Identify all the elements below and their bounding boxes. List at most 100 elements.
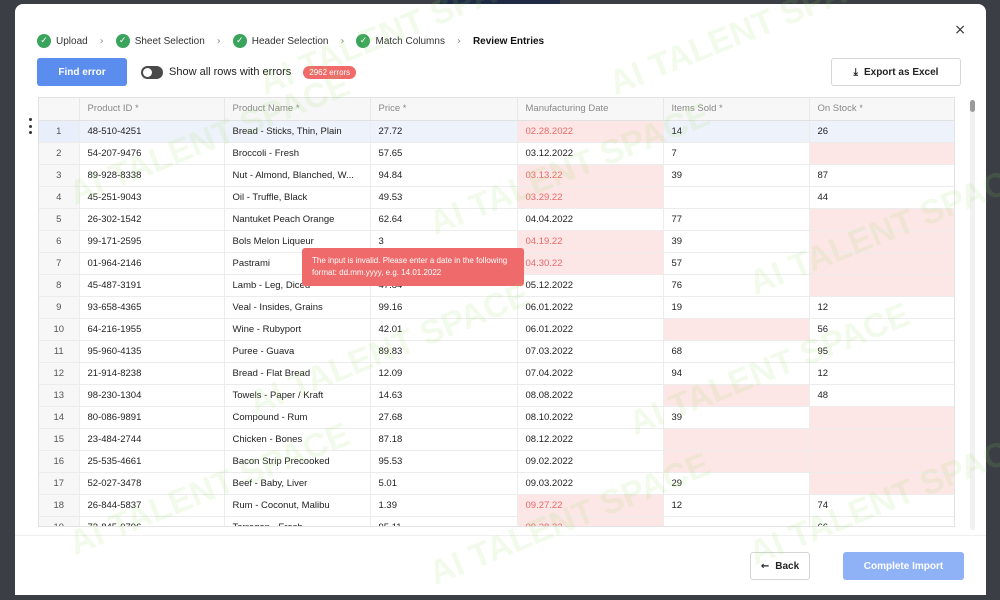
product-name-cell[interactable]: Oil - Truffle, Black [224,186,371,209]
vertical-scrollbar[interactable] [970,100,975,530]
product-id-cell[interactable]: 80-086-9891 [79,406,225,429]
on-stock-cell[interactable]: 26 [809,120,954,143]
items-sold-cell[interactable]: 76 [663,274,810,297]
product-id-cell[interactable]: 26-302-1542 [79,208,225,231]
price-cell[interactable]: 14.63 [370,384,518,407]
product-id-cell[interactable]: 25-535-4661 [79,450,225,473]
step-header-selection[interactable]: ✓ Header Selection [232,34,328,48]
on-stock-cell[interactable] [809,252,954,275]
items-sold-cell[interactable]: 39 [663,230,810,253]
on-stock-cell[interactable]: 12 [809,362,954,385]
on-stock-cell[interactable] [809,208,954,231]
product-id-cell[interactable]: 64-216-1955 [79,318,225,341]
price-cell[interactable]: 89.83 [370,340,518,363]
product-name-cell[interactable]: Wine - Rubyport [224,318,371,341]
items-sold-cell[interactable]: 7 [663,142,810,165]
table-row[interactable]: 16 25-535-4661 Bacon Strip Precooked 95.53 0… [39,450,954,473]
price-cell[interactable]: 1.39 [370,494,518,517]
price-cell[interactable]: 95.11 [370,516,518,526]
complete-import-button[interactable]: Complete Import [843,552,964,580]
manufacturing-date-cell[interactable]: 05.12.2022 [517,274,664,297]
product-id-cell[interactable]: 45-251-9043 [79,186,225,209]
items-sold-cell[interactable]: 12 [663,494,810,517]
table-row[interactable]: 19 73-845-0796 Tarragon - Fresh 95.11 09.28.… [39,516,954,526]
column-header-product-name[interactable]: Product Name * [224,98,371,121]
column-header-items-sold[interactable]: Items Sold * [663,98,810,121]
items-sold-cell[interactable] [663,428,810,451]
scrollbar-thumb[interactable] [970,100,975,112]
table-row[interactable]: 6 99-171-2595 Bols Melon Liqueur 3 04.19.22 3… [39,230,954,253]
price-cell[interactable]: 5.01 [370,472,518,495]
items-sold-cell[interactable] [663,516,810,526]
on-stock-cell[interactable] [809,428,954,451]
on-stock-cell[interactable] [809,274,954,297]
product-id-cell[interactable]: 98-230-1304 [79,384,225,407]
product-id-cell[interactable]: 52-027-3478 [79,472,225,495]
product-name-cell[interactable]: Bread - Flat Bread [224,362,371,385]
manufacturing-date-cell[interactable]: 07.03.2022 [517,340,664,363]
price-cell[interactable]: 42.01 [370,318,518,341]
price-cell[interactable]: 87.18 [370,428,518,451]
manufacturing-date-cell[interactable]: 08.12.2022 [517,428,664,451]
table-row[interactable]: 9 93-658-4365 Veal - Insides, Grains 99.16 0… [39,296,954,319]
manufacturing-date-cell[interactable]: 04.30.22 [517,252,664,275]
export-excel-button[interactable]: ⤓ Export as Excel [831,58,961,86]
product-name-cell[interactable]: Bols Melon Liqueur [224,230,371,253]
on-stock-cell[interactable]: 87 [809,164,954,187]
items-sold-cell[interactable]: 94 [663,362,810,385]
items-sold-cell[interactable]: 77 [663,208,810,231]
on-stock-cell[interactable]: 95 [809,340,954,363]
find-error-button[interactable]: Find error [37,58,127,86]
on-stock-cell[interactable] [809,450,954,473]
manufacturing-date-cell[interactable]: 03.13.22 [517,164,664,187]
product-name-cell[interactable]: Rum - Coconut, Malibu [224,494,371,517]
manufacturing-date-cell[interactable]: 04.04.2022 [517,208,664,231]
on-stock-cell[interactable]: 66 [809,516,954,526]
manufacturing-date-cell[interactable]: 06.01.2022 [517,318,664,341]
price-cell[interactable]: 95.53 [370,450,518,473]
table-row[interactable]: 11 95-960-4135 Puree - Guava 89.83 07.03.202… [39,340,954,363]
on-stock-cell[interactable] [809,472,954,495]
manufacturing-date-cell[interactable]: 06.01.2022 [517,296,664,319]
table-row[interactable]: 3 89-928-8338 Nut - Almond, Blanched, W...… [39,164,954,187]
manufacturing-date-cell[interactable]: 09.28.22 [517,516,664,526]
manufacturing-date-cell[interactable]: 02.28.2022 [517,120,664,143]
step-upload[interactable]: ✓ Upload [37,34,88,48]
manufacturing-date-cell[interactable]: 08.10.2022 [517,406,664,429]
manufacturing-date-cell[interactable]: 09.27.22 [517,494,664,517]
price-cell[interactable]: 27.68 [370,406,518,429]
items-sold-cell[interactable]: 14 [663,120,810,143]
step-sheet-selection[interactable]: ✓ Sheet Selection [115,34,205,48]
price-cell[interactable]: 12.09 [370,362,518,385]
price-cell[interactable]: 94.84 [370,164,518,187]
show-errors-toggle[interactable] [141,65,163,79]
price-cell[interactable]: 57.65 [370,142,518,165]
price-cell[interactable]: 99.16 [370,296,518,319]
product-id-cell[interactable]: 54-207-9476 [79,142,225,165]
manufacturing-date-cell[interactable]: 08.08.2022 [517,384,664,407]
table-row[interactable]: 2 54-207-9476 Broccoli - Fresh 57.65 03.12.2… [39,142,954,165]
table-row[interactable]: 12 21-914-8238 Bread - Flat Bread 12.09 07.0… [39,362,954,385]
on-stock-cell[interactable]: 74 [809,494,954,517]
table-row[interactable]: 10 64-216-1955 Wine - Rubyport 42.01 06.01.2… [39,318,954,341]
product-name-cell[interactable]: Compound - Rum [224,406,371,429]
column-header-product-id[interactable]: Product ID * [79,98,225,121]
product-id-cell[interactable]: 95-960-4135 [79,340,225,363]
step-match-columns[interactable]: ✓ Match Columns [356,34,445,48]
table-row[interactable]: 13 98-230-1304 Towels - Paper / Kraft 14.63… [39,384,954,407]
manufacturing-date-cell[interactable]: 03.29.22 [517,186,664,209]
product-id-cell[interactable]: 48-510-4251 [79,120,225,143]
manufacturing-date-cell[interactable]: 09.03.2022 [517,472,664,495]
product-id-cell[interactable]: 99-171-2595 [79,230,225,253]
items-sold-cell[interactable]: 39 [663,406,810,429]
on-stock-cell[interactable] [809,406,954,429]
table-row[interactable]: 5 26-302-1542 Nantuket Peach Orange 62.64 04… [39,208,954,231]
table-row[interactable]: 7 01-964-2146 Pastrami 04.30.22 57 [39,252,954,275]
manufacturing-date-cell[interactable]: 03.12.2022 [517,142,664,165]
back-button[interactable]: ← Back [750,552,810,580]
items-sold-cell[interactable]: 29 [663,472,810,495]
column-header-price[interactable]: Price * [370,98,518,121]
product-name-cell[interactable]: Beef - Baby, Liver [224,472,371,495]
close-icon[interactable]: × [954,22,966,38]
product-id-cell[interactable]: 73-845-0796 [79,516,225,526]
